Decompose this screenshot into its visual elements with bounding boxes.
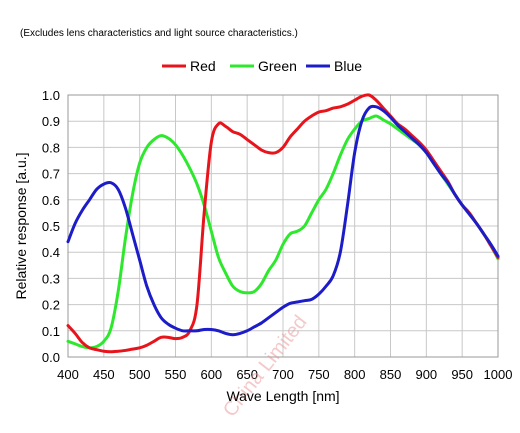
legend-label-green: Green — [258, 58, 297, 74]
x-tick-label: 700 — [272, 367, 294, 382]
y-tick-label: 0.0 — [42, 350, 60, 365]
y-tick-label: 1.0 — [42, 88, 60, 103]
x-tick-label: 850 — [380, 367, 402, 382]
legend-label-red: Red — [190, 58, 216, 74]
y-tick-label: 0.5 — [42, 219, 60, 234]
x-tick-label: 950 — [451, 367, 473, 382]
x-tick-label: 1000 — [484, 367, 513, 382]
y-tick-label: 0.2 — [42, 298, 60, 313]
x-tick-label: 400 — [57, 367, 79, 382]
y-tick-label: 0.7 — [42, 167, 60, 182]
x-tick-label: 800 — [344, 367, 366, 382]
x-tick-label: 500 — [129, 367, 151, 382]
x-axis-title: Wave Length [nm] — [226, 388, 339, 404]
x-tick-label: 450 — [93, 367, 115, 382]
y-tick-label: 0.6 — [42, 193, 60, 208]
x-tick-label: 750 — [308, 367, 330, 382]
y-tick-label: 0.4 — [42, 245, 60, 260]
y-tick-label: 0.1 — [42, 324, 60, 339]
series-lines — [66, 93, 500, 354]
y-tick-label: 0.8 — [42, 140, 60, 155]
y-tick-label: 0.3 — [42, 271, 60, 286]
x-tick-label: 900 — [415, 367, 437, 382]
watermark: China Limited — [219, 311, 312, 421]
chart-note: (Excludes lens characteristics and light… — [20, 28, 298, 39]
series-line-blue — [66, 104, 500, 337]
x-axis-ticks: 400 450 500 550 600 650 700 750 800 850 900 950 1000 — [57, 367, 512, 382]
x-tick-label: 600 — [200, 367, 222, 382]
x-tick-label: 550 — [165, 367, 187, 382]
grid — [67, 94, 499, 358]
x-tick-label: 650 — [236, 367, 258, 382]
y-axis-ticks: 0.0 0.1 0.2 0.3 0.4 0.5 0.6 0.7 0.8 0.9 1.0 — [42, 88, 60, 365]
series-line-red — [66, 93, 500, 354]
plot-frame — [67, 94, 499, 358]
legend: Red Green Blue — [162, 58, 362, 74]
y-tick-label: 0.9 — [42, 114, 60, 129]
legend-label-blue: Blue — [334, 58, 362, 74]
y-axis-title: Relative response [a.u.] — [13, 152, 29, 299]
